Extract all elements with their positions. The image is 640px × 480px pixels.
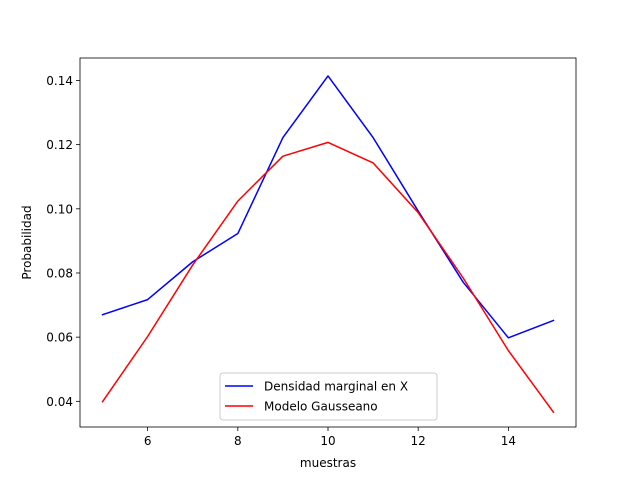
series-layer (101, 75, 555, 414)
y-tick-label: 0.14 (46, 74, 73, 88)
x-axis-label: muestras (300, 456, 356, 470)
x-axis: 6 8 10 12 14 (144, 427, 516, 448)
y-tick-label: 0.08 (46, 266, 73, 280)
x-tick-label: 6 (144, 434, 152, 448)
legend-box (219, 372, 438, 421)
y-tick-label: 0.12 (46, 138, 73, 152)
x-tick-label: 14 (501, 434, 516, 448)
x-tick-label: 10 (320, 434, 335, 448)
y-tick-label: 0.04 (46, 395, 73, 409)
series-line-1 (101, 75, 555, 339)
legend-label-1: Densidad marginal en X (264, 380, 408, 394)
x-tick-label: 8 (234, 434, 242, 448)
legend: Densidad marginal en X Modelo Gausseano (219, 372, 438, 421)
y-tick-label: 0.10 (46, 202, 73, 216)
y-tick-label: 0.06 (46, 331, 73, 345)
x-tick-label: 12 (411, 434, 426, 448)
y-axis-label: Probabilidad (20, 205, 34, 279)
legend-label-2: Modelo Gausseano (264, 400, 378, 414)
series-line-2 (101, 141, 555, 414)
y-axis: 0.04 0.06 0.08 0.10 0.12 0.14 (46, 74, 80, 409)
